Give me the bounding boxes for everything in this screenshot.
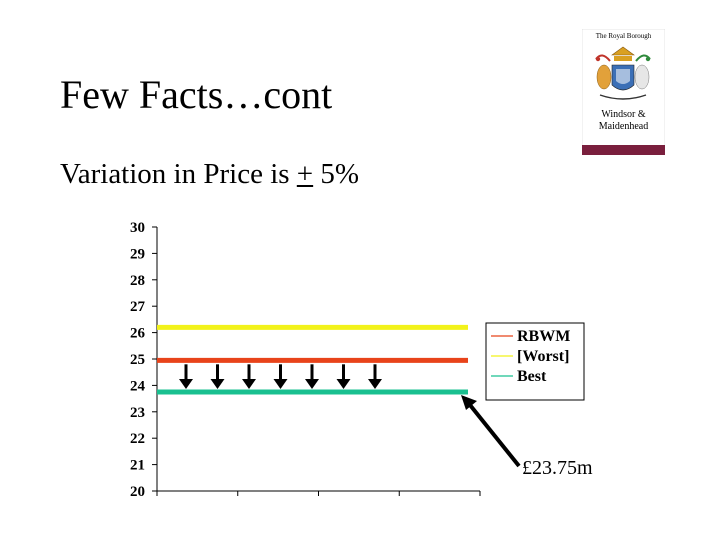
- svg-text:The Royal Borough: The Royal Borough: [596, 32, 652, 40]
- borough-crest-logo: The Royal Borough Windsor & Maidenhead: [582, 29, 665, 155]
- y-tick-label: 30: [130, 220, 145, 236]
- slide-subtitle: Variation in Price is + 5%: [60, 156, 359, 192]
- y-tick-label: 23: [130, 405, 145, 421]
- down-arrow-head: [305, 379, 319, 389]
- y-tick-label: 28: [130, 273, 145, 289]
- slide-title: Few Facts…cont: [60, 72, 333, 117]
- subtitle-suffix: 5%: [313, 158, 360, 190]
- down-arrow-head: [273, 379, 288, 389]
- subtitle-prefix: Variation in Price is: [60, 158, 297, 190]
- pointer-arrow-head: [461, 395, 477, 410]
- y-tick-label: 24: [130, 378, 146, 394]
- legend-label: [Worst]: [517, 348, 569, 365]
- y-tick-label: 27: [130, 299, 146, 315]
- y-tick-label: 21: [130, 458, 145, 474]
- legend-label: RBWM: [517, 328, 570, 345]
- down-arrow-head: [242, 379, 256, 389]
- y-tick-label: 25: [130, 352, 145, 368]
- y-tick-label: 29: [130, 246, 145, 262]
- annotation-label: £23.75m: [522, 457, 593, 479]
- legend-label: Best: [517, 368, 547, 385]
- subtitle-plus-minus: +: [296, 158, 314, 190]
- down-arrow-head: [210, 379, 225, 389]
- svg-text:Maidenhead: Maidenhead: [599, 121, 648, 132]
- down-arrow-head: [368, 379, 382, 389]
- svg-text:Windsor &: Windsor &: [601, 109, 646, 120]
- y-tick-label: 22: [130, 431, 145, 447]
- y-tick-label: 26: [130, 326, 146, 342]
- pointer-arrow-shaft: [468, 403, 521, 468]
- down-arrow-head: [179, 379, 193, 389]
- down-arrow-head: [336, 379, 351, 389]
- y-tick-label: 20: [130, 484, 145, 500]
